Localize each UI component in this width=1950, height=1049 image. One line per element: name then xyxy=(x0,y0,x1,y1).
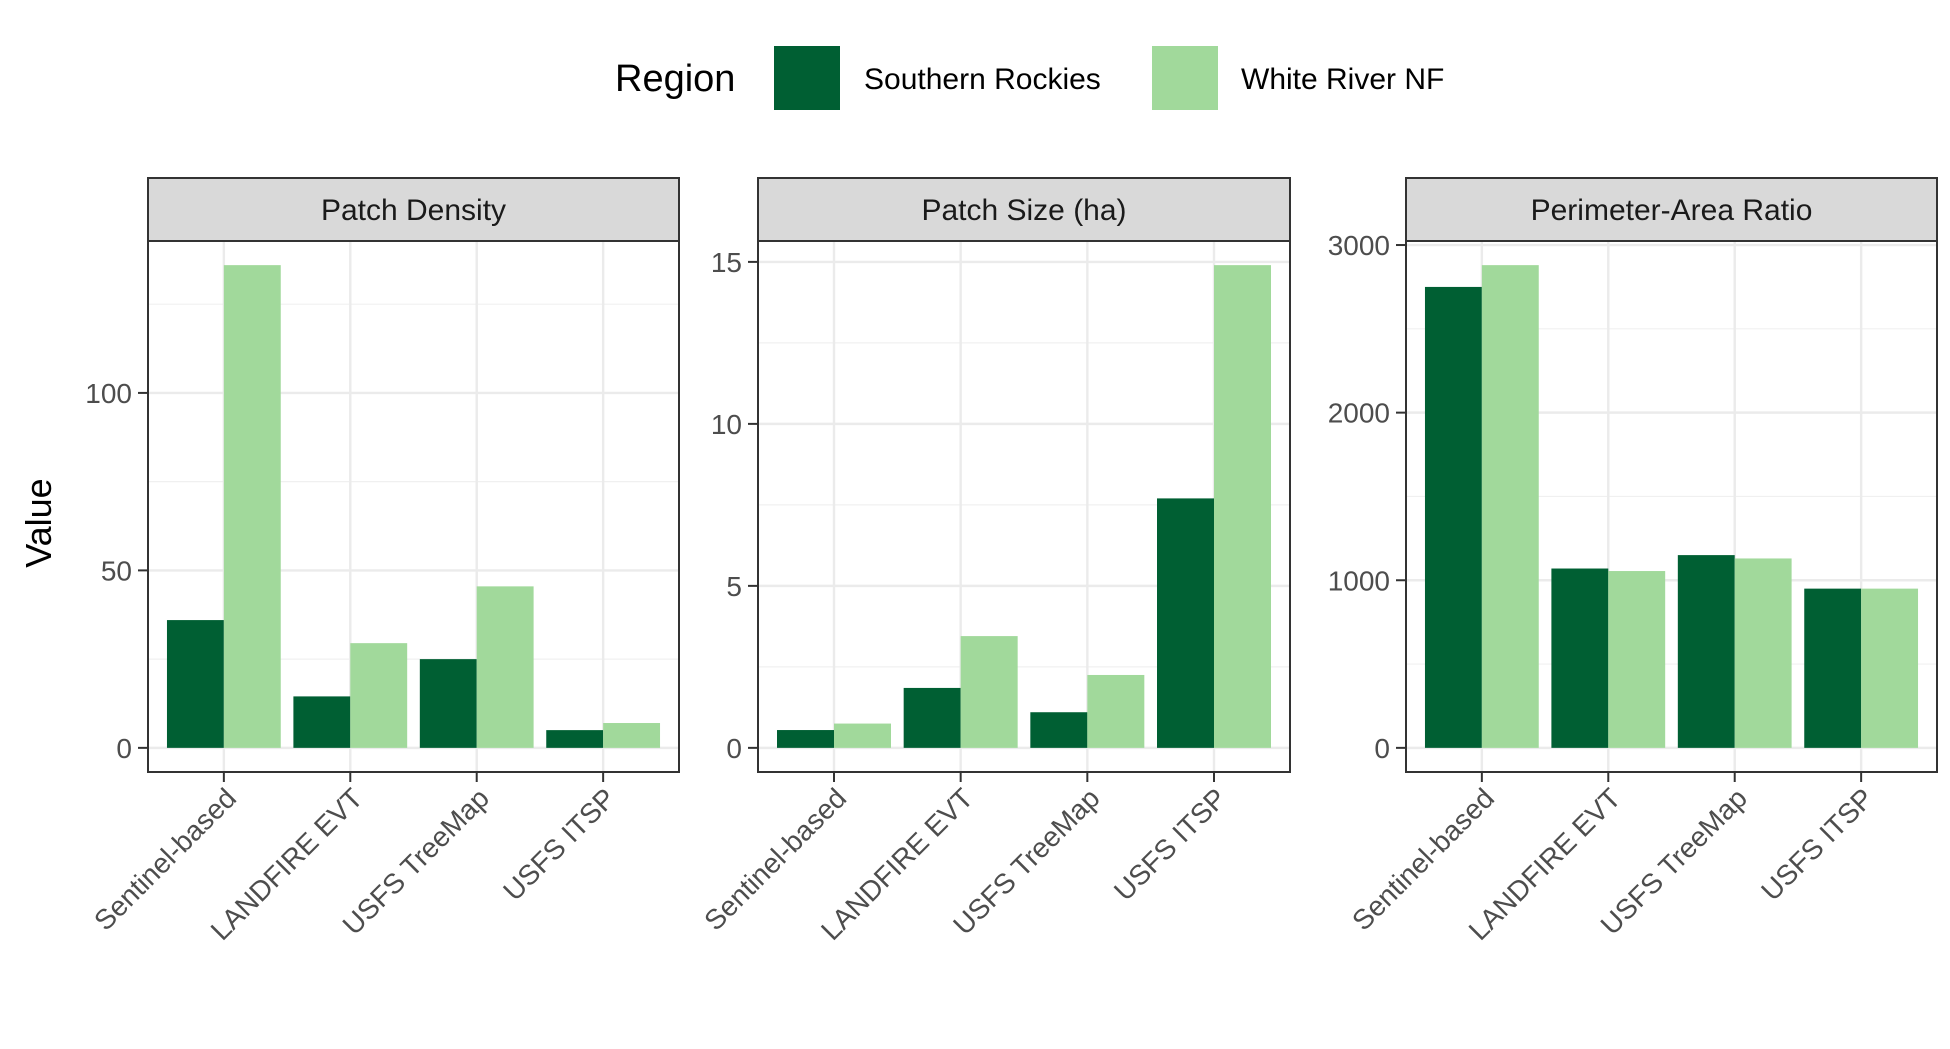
chart-panels: Patch Density050100Sentinel-basedLANDFIR… xyxy=(85,177,1938,946)
x-tick-label: USFS ITSP xyxy=(497,782,621,906)
x-tick-label: USFS ITSP xyxy=(1108,782,1232,906)
bar-white-river-nf-sentinel-based xyxy=(834,723,891,748)
bar-white-river-nf-usfs-treemap xyxy=(476,586,534,748)
y-axis-label: Value xyxy=(18,478,59,567)
bar-southern-rockies-sentinel-based xyxy=(1424,286,1482,748)
bar-southern-rockies-landfire-evt xyxy=(1551,568,1609,748)
facet-title: Perimeter-Area Ratio xyxy=(1531,194,1813,227)
bar-white-river-nf-sentinel-based xyxy=(1481,265,1539,748)
x-tick-label: USFS ITSP xyxy=(1755,782,1879,906)
bar-white-river-nf-usfs-itsp xyxy=(1861,588,1919,748)
facet-strip xyxy=(757,177,1291,242)
y-tick-label: 3000 xyxy=(1328,230,1390,261)
y-tick-label: 0 xyxy=(116,733,132,764)
bar-white-river-nf-sentinel-based xyxy=(223,265,281,748)
bar-southern-rockies-usfs-itsp xyxy=(546,730,604,748)
y-tick-label: 5 xyxy=(726,571,742,602)
bar-southern-rockies-usfs-treemap xyxy=(419,659,477,748)
panel-patch-size-ha: Patch Size (ha)051015Sentinel-basedLANDF… xyxy=(698,177,1291,946)
bar-southern-rockies-usfs-treemap xyxy=(1030,712,1088,748)
legend-label-southern-rockies: Southern Rockies xyxy=(864,63,1101,96)
legend-key-southern-rockies xyxy=(774,46,840,110)
y-tick-label: 50 xyxy=(101,555,132,586)
bar-white-river-nf-landfire-evt xyxy=(960,636,1018,748)
bar-southern-rockies-sentinel-based xyxy=(777,730,834,748)
legend-title: Region xyxy=(615,58,735,100)
panel-perimeter-area-ratio: Perimeter-Area Ratio0100020003000Sentine… xyxy=(1328,177,1938,946)
bar-white-river-nf-usfs-itsp xyxy=(603,723,661,748)
facet-strip xyxy=(1405,177,1938,242)
y-tick-label: 0 xyxy=(1374,733,1390,764)
bar-white-river-nf-usfs-treemap xyxy=(1087,674,1145,748)
bar-southern-rockies-usfs-itsp xyxy=(1804,588,1862,748)
legend-key-white-river-nf xyxy=(1152,46,1218,110)
bar-southern-rockies-usfs-itsp xyxy=(1157,498,1214,748)
y-tick-label: 10 xyxy=(711,409,742,440)
bar-southern-rockies-sentinel-based xyxy=(166,620,224,748)
bar-white-river-nf-usfs-itsp xyxy=(1214,265,1271,748)
bar-southern-rockies-usfs-treemap xyxy=(1677,555,1735,748)
y-tick-label: 15 xyxy=(711,247,742,278)
bar-southern-rockies-landfire-evt xyxy=(293,696,351,748)
facet-strip xyxy=(147,177,680,242)
legend: Region Southern Rockies White River NF xyxy=(615,46,1444,110)
bar-white-river-nf-landfire-evt xyxy=(350,643,408,748)
panel-patch-density: Patch Density050100Sentinel-basedLANDFIR… xyxy=(85,177,680,946)
y-tick-label: 1000 xyxy=(1328,565,1390,596)
facet-title: Patch Size (ha) xyxy=(921,194,1126,227)
bar-white-river-nf-landfire-evt xyxy=(1608,571,1666,748)
legend-label-white-river-nf: White River NF xyxy=(1241,63,1444,96)
bar-southern-rockies-landfire-evt xyxy=(903,687,961,748)
bar-white-river-nf-usfs-treemap xyxy=(1734,558,1792,748)
facet-title: Patch Density xyxy=(321,194,506,227)
y-tick-label: 0 xyxy=(726,733,742,764)
y-tick-label: 2000 xyxy=(1328,398,1390,429)
y-tick-label: 100 xyxy=(85,378,132,409)
